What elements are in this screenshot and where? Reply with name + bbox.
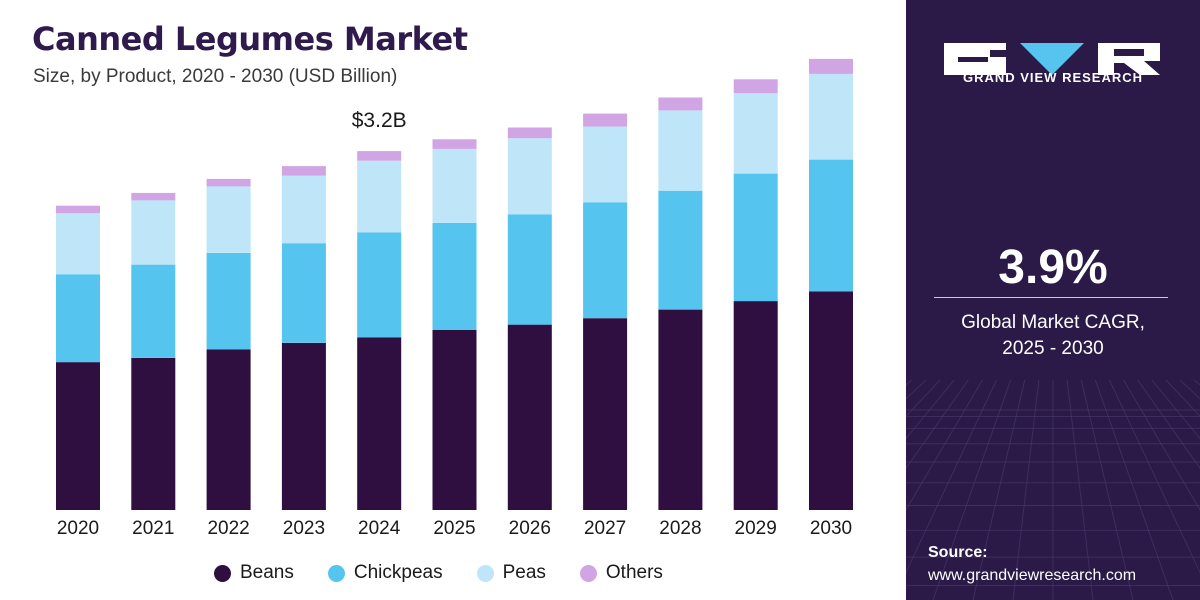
x-tick-label-2023: 2023 (283, 518, 325, 539)
bar-segment-others-2029 (733, 79, 778, 94)
bar-segment-peas-2027 (583, 126, 628, 203)
bar-segment-others-2027 (583, 113, 628, 127)
legend-label-beans: Beans (240, 562, 294, 583)
bar-segment-others-2023 (281, 166, 326, 176)
source-title: Source: (928, 544, 988, 561)
legend-item-others: Others (579, 562, 663, 584)
data-label-2024: $3.2B (352, 109, 407, 132)
x-tick-label-2025: 2025 (433, 518, 475, 539)
grand-view-research-logo-icon (944, 43, 1160, 75)
x-tick-label-2020: 2020 (57, 518, 99, 539)
bar-segment-beans-2024 (357, 337, 402, 510)
bar-segment-peas-2026 (507, 138, 552, 215)
legend-item-peas: Peas (476, 562, 546, 584)
x-tick-label-2030: 2030 (810, 518, 852, 539)
bar-segment-beans-2025 (432, 330, 477, 510)
bar-segment-chickpeas-2029 (733, 173, 778, 302)
bar-segment-beans-2020 (56, 362, 100, 510)
cagr-label-line2: 2025 - 2030 (1002, 338, 1104, 359)
bar-segment-chickpeas-2023 (281, 243, 326, 343)
bar-segment-others-2025 (432, 139, 477, 149)
bar-segment-beans-2021 (131, 357, 176, 510)
chart-legend: Beans Chickpeas Peas Others (214, 562, 663, 584)
bar-segment-chickpeas-2025 (432, 222, 477, 330)
bar-segment-peas-2021 (131, 200, 176, 265)
bar-segment-peas-2023 (281, 175, 326, 244)
legend-label-peas: Peas (502, 562, 546, 583)
cagr-divider (934, 297, 1168, 298)
bar-segment-peas-2020 (56, 213, 100, 275)
bar-segment-others-2026 (507, 127, 552, 139)
legend-item-beans: Beans (214, 562, 294, 584)
chart-panel: 2020 2021 2022 2023 2024 2025 2026 2027 2028 2029… (32, 20, 853, 584)
bar-segment-peas-2022 (206, 186, 251, 253)
bar-segment-chickpeas-2021 (131, 264, 176, 358)
bar-segment-others-2022 (206, 178, 251, 187)
bar-segment-beans-2023 (281, 342, 326, 510)
legend-swatch-beans (214, 564, 231, 582)
chart-subtitle: Size, by Product, 2020 - 2030 (USD Billi… (33, 66, 398, 87)
bar-segment-beans-2027 (583, 318, 628, 510)
legend-swatch-chickpeas (327, 564, 345, 582)
grid-decoration (906, 380, 1200, 600)
bar-segment-chickpeas-2022 (206, 252, 251, 350)
bar-segment-peas-2030 (809, 73, 853, 160)
bar-segment-others-2020 (56, 205, 100, 214)
bar-segment-others-2021 (131, 192, 176, 201)
bar-segment-chickpeas-2026 (507, 214, 552, 325)
legend-item-chickpeas: Chickpeas (327, 562, 443, 584)
x-tick-label-2024: 2024 (358, 518, 401, 539)
bar-segment-peas-2028 (658, 110, 703, 191)
bar-segment-chickpeas-2024 (357, 232, 402, 338)
cagr-label-line1: Global Market CAGR, (961, 312, 1145, 333)
cagr-label: Global Market CAGR, 2025 - 2030 (906, 310, 1200, 362)
brand-name: GRAND VIEW RESEARCH (962, 70, 1144, 85)
x-tick-label-2028: 2028 (659, 518, 701, 539)
side-panel: GRAND VIEW RESEARCH 3.9% Global Market C… (906, 0, 1200, 600)
bar-segment-chickpeas-2027 (583, 202, 628, 319)
x-tick-label-2029: 2029 (735, 518, 777, 539)
bar-segment-others-2024 (357, 151, 402, 161)
bar-segment-beans-2022 (206, 349, 251, 510)
cagr-value: 3.9% (998, 241, 1108, 294)
bar-segment-others-2028 (658, 97, 703, 111)
bar-segment-beans-2026 (507, 324, 552, 510)
chart-plot: 2020 2021 2022 2023 2024 2025 2026 2027 2028 2029… (56, 58, 853, 539)
source-url[interactable]: www.grandviewresearch.com (928, 567, 1137, 584)
legend-swatch-peas (476, 564, 494, 582)
x-tick-label-2022: 2022 (207, 518, 249, 539)
bar-segment-others-2030 (809, 58, 853, 74)
x-tick-label-2021: 2021 (132, 518, 174, 539)
bar-segment-peas-2025 (432, 148, 477, 223)
legend-label-chickpeas: Chickpeas (353, 562, 443, 583)
legend-swatch-others (579, 564, 597, 582)
x-tick-label-2027: 2027 (584, 518, 626, 539)
x-tick-label-2026: 2026 (509, 518, 551, 539)
bar-segment-peas-2024 (357, 160, 402, 233)
bar-segment-chickpeas-2028 (658, 190, 703, 310)
bar-segment-peas-2029 (733, 93, 778, 174)
chart-title: Canned Legumes Market (32, 20, 468, 58)
legend-label-others: Others (605, 562, 663, 583)
bar-segment-beans-2029 (733, 301, 778, 510)
bar-segment-chickpeas-2030 (809, 159, 853, 292)
bar-segment-chickpeas-2020 (56, 274, 100, 363)
bar-segment-beans-2028 (658, 309, 703, 510)
bar-segment-beans-2030 (809, 291, 853, 510)
